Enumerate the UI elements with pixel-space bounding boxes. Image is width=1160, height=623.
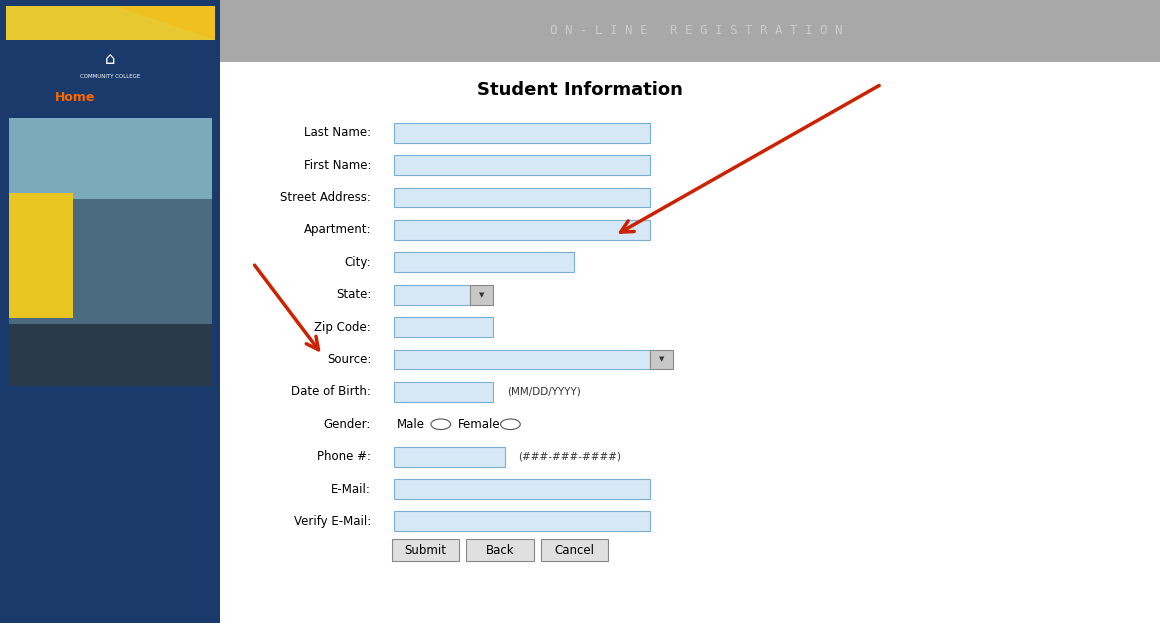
FancyBboxPatch shape	[394, 123, 650, 143]
Text: First Name:: First Name:	[304, 159, 371, 171]
Text: State:: State:	[336, 288, 371, 301]
Text: City:: City:	[345, 256, 371, 269]
Text: ⌂: ⌂	[104, 50, 116, 68]
FancyBboxPatch shape	[541, 539, 608, 561]
FancyBboxPatch shape	[394, 447, 505, 467]
Text: E-Mail:: E-Mail:	[332, 483, 371, 495]
Text: Gender:: Gender:	[324, 418, 371, 430]
FancyBboxPatch shape	[9, 193, 73, 318]
FancyBboxPatch shape	[470, 285, 493, 305]
FancyBboxPatch shape	[6, 40, 215, 84]
FancyBboxPatch shape	[6, 6, 215, 40]
FancyBboxPatch shape	[394, 220, 650, 240]
Text: Home: Home	[56, 92, 95, 104]
Text: COMMUNITY COLLEGE: COMMUNITY COLLEGE	[80, 74, 140, 78]
Text: Apartment:: Apartment:	[304, 224, 371, 236]
FancyBboxPatch shape	[394, 188, 650, 207]
Text: Phone #:: Phone #:	[317, 450, 371, 463]
Text: Submit: Submit	[405, 544, 447, 556]
FancyBboxPatch shape	[394, 155, 650, 175]
Text: (###-###-####): (###-###-####)	[519, 452, 622, 462]
Text: Male: Male	[397, 418, 425, 430]
FancyBboxPatch shape	[9, 324, 212, 386]
FancyBboxPatch shape	[394, 511, 650, 531]
FancyBboxPatch shape	[394, 285, 470, 305]
FancyBboxPatch shape	[220, 0, 1160, 62]
Text: Street Address:: Street Address:	[281, 191, 371, 204]
Text: ▼: ▼	[479, 292, 484, 298]
Text: Verify E-Mail:: Verify E-Mail:	[293, 515, 371, 528]
Text: Cancel: Cancel	[554, 544, 594, 556]
Text: Source:: Source:	[327, 353, 371, 366]
Text: Student Information: Student Information	[477, 82, 683, 99]
Text: ▼: ▼	[659, 356, 664, 363]
FancyBboxPatch shape	[394, 317, 493, 337]
FancyBboxPatch shape	[466, 539, 534, 561]
Polygon shape	[116, 6, 215, 40]
FancyBboxPatch shape	[9, 118, 212, 386]
Text: Zip Code:: Zip Code:	[314, 321, 371, 333]
Circle shape	[432, 419, 450, 430]
FancyBboxPatch shape	[650, 350, 673, 369]
Text: Date of Birth:: Date of Birth:	[291, 386, 371, 398]
FancyBboxPatch shape	[9, 118, 212, 199]
Circle shape	[501, 419, 521, 430]
FancyBboxPatch shape	[392, 539, 459, 561]
FancyBboxPatch shape	[394, 479, 650, 499]
FancyBboxPatch shape	[394, 252, 574, 272]
FancyBboxPatch shape	[394, 350, 650, 369]
Text: Back: Back	[486, 544, 514, 556]
Text: (MM/DD/YYYY): (MM/DD/YYYY)	[507, 387, 581, 397]
FancyBboxPatch shape	[394, 382, 493, 402]
Text: Female: Female	[458, 418, 501, 430]
Text: Last Name:: Last Name:	[304, 126, 371, 139]
Text: O N - L I N E   R E G I S T R A T I O N: O N - L I N E R E G I S T R A T I O N	[550, 24, 842, 37]
FancyBboxPatch shape	[0, 0, 220, 623]
